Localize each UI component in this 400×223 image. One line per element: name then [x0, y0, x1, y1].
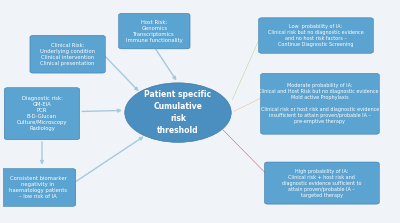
Text: Consistent biomarker
negativity in
haematology patients
– low risk of IA: Consistent biomarker negativity in haema…: [9, 176, 67, 199]
Text: Host Risk:
Genomics
Transcriptomics
Immune functionality: Host Risk: Genomics Transcriptomics Immu…: [126, 20, 183, 43]
Text: Diagnostic risk:
GM-EIA
PCR
B-D-Glucan
Culture/Microscopy
Radiology: Diagnostic risk: GM-EIA PCR B-D-Glucan C…: [17, 96, 67, 131]
FancyBboxPatch shape: [0, 169, 76, 206]
Text: Moderate probability of IA:
Clinical and Host Risk but no diagnostic evidence –
: Moderate probability of IA: Clinical and…: [258, 83, 382, 124]
FancyBboxPatch shape: [260, 73, 379, 134]
FancyBboxPatch shape: [119, 13, 190, 49]
Text: Patient specific
Cumulative
risk
threshold: Patient specific Cumulative risk thresho…: [144, 90, 212, 135]
Text: High probability of IA:
Clinical risk + host risk and
diagnostic evidence suffic: High probability of IA: Clinical risk + …: [282, 169, 362, 198]
FancyBboxPatch shape: [4, 88, 80, 140]
FancyBboxPatch shape: [264, 162, 379, 204]
Circle shape: [125, 83, 231, 142]
Text: Clinical Risk:
Underlying condition
Clinical intervention
Clinical presentation: Clinical Risk: Underlying condition Clin…: [40, 43, 95, 66]
FancyBboxPatch shape: [30, 35, 105, 73]
FancyBboxPatch shape: [259, 18, 373, 53]
Text: Low  probability of IA:
Clinical risk but no diagnostic evidence
and no host ris: Low probability of IA: Clinical risk but…: [268, 24, 364, 47]
